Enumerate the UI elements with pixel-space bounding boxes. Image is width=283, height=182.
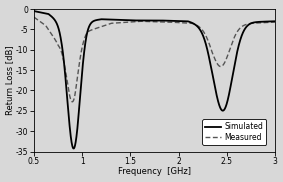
Simulated bbox=[72, 147, 75, 150]
Measured bbox=[135, 20, 139, 23]
Measured bbox=[74, 88, 78, 90]
Line: Measured: Measured bbox=[34, 17, 275, 102]
Measured bbox=[70, 101, 74, 103]
Line: Simulated: Simulated bbox=[34, 11, 275, 149]
Measured bbox=[243, 24, 246, 26]
Simulated bbox=[269, 20, 272, 23]
Simulated bbox=[273, 20, 277, 22]
Measured bbox=[273, 21, 277, 23]
Measured bbox=[32, 16, 36, 18]
Simulated bbox=[60, 42, 63, 44]
Simulated bbox=[32, 10, 36, 12]
Measured bbox=[60, 51, 63, 53]
Simulated bbox=[135, 19, 139, 21]
Simulated bbox=[125, 19, 128, 21]
Measured bbox=[125, 21, 128, 23]
Simulated bbox=[74, 140, 78, 142]
Legend: Simulated, Measured: Simulated, Measured bbox=[202, 119, 266, 145]
Measured bbox=[269, 21, 272, 23]
Y-axis label: Return Loss [dB]: Return Loss [dB] bbox=[6, 46, 14, 115]
X-axis label: Frequency  [GHz]: Frequency [GHz] bbox=[118, 167, 191, 176]
Simulated bbox=[243, 29, 246, 31]
